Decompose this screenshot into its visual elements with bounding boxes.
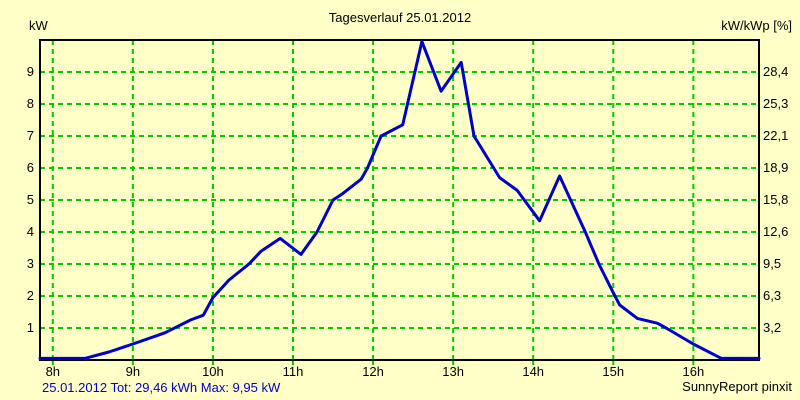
y-left-tick-label: 6 (26, 160, 34, 175)
y-left-tick-label: 3 (26, 256, 34, 271)
x-tick-label: 15h (602, 364, 625, 379)
app-credit-text: SunnyReport pinxit (682, 379, 792, 394)
chart-title: Tagesverlauf 25.01.2012 (328, 10, 472, 25)
x-tick-label: 13h (442, 364, 464, 379)
y-left-tick-label: 4 (26, 224, 34, 239)
daily-summary-text: 25.01.2012 Tot: 29,46 kWh Max: 9,95 kW (42, 380, 281, 395)
x-tick-label: 12h (362, 364, 384, 379)
y-right-tick-label: 3,2 (763, 320, 782, 335)
y-right-tick-label: 18,9 (763, 160, 789, 175)
y-right-tick-label: 25,3 (763, 96, 789, 111)
x-tick-label: 14h (522, 364, 545, 379)
y-right-tick-label: 15,8 (763, 192, 789, 207)
power-curve (38, 40, 761, 360)
y-left-tick-label: 5 (26, 192, 34, 207)
x-tick-label: 11h (282, 364, 304, 379)
y-right-tick-label: 9,5 (763, 256, 782, 271)
y-left-tick-label: 9 (26, 64, 34, 79)
y-right-tick-label: 12,6 (763, 224, 789, 239)
y-axis-left-unit-label: kW (29, 18, 48, 33)
plot-border (39, 39, 760, 361)
y-left-tick-label: 8 (26, 96, 34, 111)
y-left-tick-label: 7 (26, 128, 34, 143)
x-tick-label: 9h (125, 364, 141, 379)
x-tick-label: 16h (682, 364, 705, 379)
y-left-tick-label: 1 (26, 320, 34, 335)
x-tick-label: 10h (202, 364, 224, 379)
y-axis-right-unit-label: kW/kWp [%] (721, 18, 792, 33)
y-right-tick-label: 6,3 (763, 288, 782, 303)
x-tick-label: 8h (45, 364, 61, 379)
y-right-tick-label: 28,4 (763, 64, 789, 79)
y-right-tick-label: 22,1 (763, 128, 789, 143)
y-left-tick-label: 2 (26, 288, 34, 303)
